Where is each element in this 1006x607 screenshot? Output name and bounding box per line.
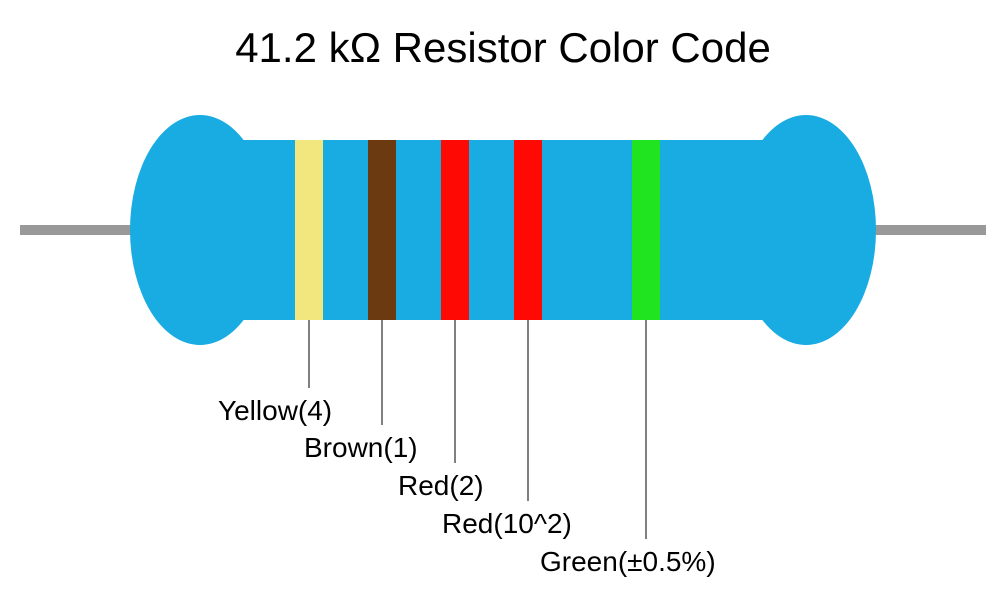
cap-right <box>736 115 876 345</box>
color-band <box>441 140 469 320</box>
color-band <box>514 140 542 320</box>
color-band <box>368 140 396 320</box>
band-label: Red(10^2) <box>442 508 572 540</box>
band-label: Yellow(4) <box>218 395 332 427</box>
band-label: Brown(1) <box>304 432 418 464</box>
barrel <box>200 140 806 320</box>
band-label: Red(2) <box>398 470 484 502</box>
color-band <box>295 140 323 320</box>
band-label: Green(±0.5%) <box>540 546 716 578</box>
color-band <box>632 140 660 320</box>
